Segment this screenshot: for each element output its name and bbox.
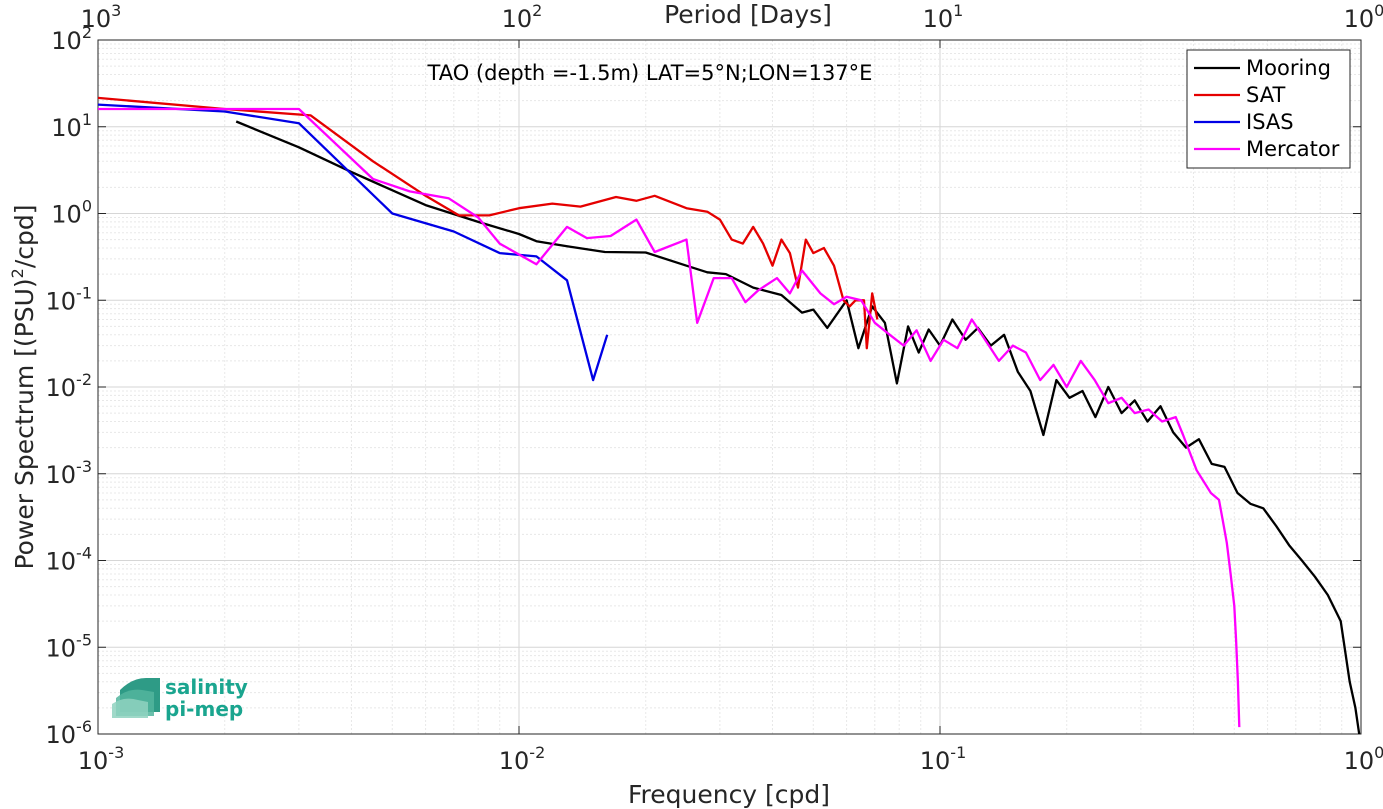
legend-label: Mercator	[1246, 137, 1340, 161]
x-tick-label: 100	[1344, 743, 1383, 775]
grid-lines	[98, 40, 1361, 734]
y-tick-label: 10-3	[46, 457, 93, 489]
y-tick-label: 10-5	[46, 630, 93, 662]
series-line-mercator	[98, 107, 1241, 728]
y-tick-label: 10-4	[46, 544, 93, 576]
series-line-mooring	[235, 120, 1361, 735]
y-tick-label: 10-2	[46, 370, 93, 402]
y-tick-label: 10-1	[46, 283, 93, 315]
x-tick-label: 10-3	[78, 743, 125, 775]
legend: Mooring SAT ISAS Mercator	[1186, 49, 1351, 169]
x-axis-label: Frequency [cpd]	[628, 780, 830, 809]
x-tick-label: 10-1	[920, 743, 967, 775]
series-lines	[97, 96, 1361, 735]
top-tick-label: 103	[81, 1, 122, 33]
logo-line2: pi-mep	[165, 697, 243, 721]
y-tick-label: 101	[51, 110, 92, 142]
top-tick-label: 101	[923, 1, 964, 33]
top-axis-label: Period [Days]	[664, 0, 832, 29]
y-tick-label: 10-6	[46, 717, 93, 749]
x-tick-label: 10-2	[499, 743, 546, 775]
y-axis-label: Power Spectrum [(PSU)2/cpd]	[8, 205, 39, 570]
top-tick-label: 102	[502, 1, 543, 33]
wave-logo-icon	[112, 678, 160, 718]
top-tick-label: 100	[1344, 1, 1383, 33]
legend-label: SAT	[1246, 83, 1285, 107]
y-tick-label: 102	[51, 23, 92, 55]
series-line-sat	[97, 96, 879, 350]
legend-label: Mooring	[1246, 56, 1331, 80]
series-line-isas	[97, 103, 609, 382]
salinity-pimep-logo: salinity pi-mep	[112, 675, 248, 721]
legend-label: ISAS	[1246, 110, 1294, 134]
y-tick-label: 100	[51, 197, 92, 229]
chart-title: TAO (depth =-1.5m) LAT=5°N;LON=137°E	[427, 61, 873, 85]
logo-line1: salinity	[165, 675, 248, 699]
